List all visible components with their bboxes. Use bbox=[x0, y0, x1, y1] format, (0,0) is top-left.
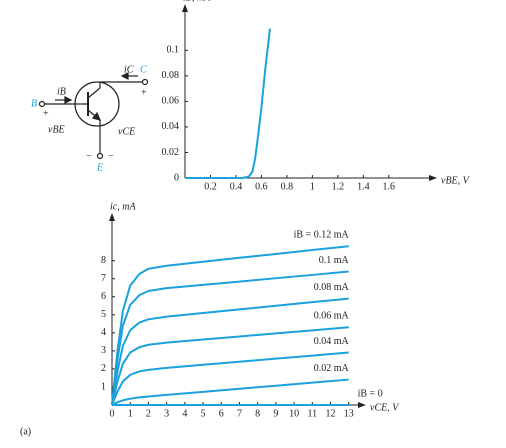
y-tick-label: 6 bbox=[101, 291, 106, 302]
curve bbox=[185, 28, 271, 179]
x-axis-arrow bbox=[429, 175, 437, 181]
y-tick-label: 0.1 bbox=[167, 45, 180, 56]
y-axis-arrow bbox=[109, 213, 115, 221]
y-tick-label: 5 bbox=[101, 309, 106, 320]
ic-arrowhead bbox=[120, 72, 129, 80]
curve bbox=[111, 297, 349, 406]
curve bbox=[111, 351, 349, 406]
curve bbox=[111, 378, 349, 406]
y-tick-label: 1 bbox=[101, 381, 106, 392]
x-tick-label: 3 bbox=[164, 408, 169, 419]
curve-label: iB = 0 bbox=[358, 388, 383, 399]
x-axis-label: vCE, V bbox=[370, 402, 400, 413]
collector-label: C bbox=[140, 64, 147, 75]
collector-terminal bbox=[141, 78, 149, 86]
x-tick-label: 8 bbox=[255, 408, 260, 419]
curve bbox=[111, 245, 349, 406]
collector-lead bbox=[87, 87, 101, 99]
base-terminal bbox=[38, 100, 46, 108]
x-tick-label: 0.6 bbox=[255, 181, 268, 192]
x-tick-label: 4 bbox=[182, 408, 187, 419]
x-tick-label: 2 bbox=[146, 408, 151, 419]
plus-sign: + bbox=[43, 108, 49, 119]
x-tick-label: 1.4 bbox=[357, 181, 370, 192]
x-tick-label: 1 bbox=[128, 408, 133, 419]
y-tick-label: 7 bbox=[101, 273, 106, 284]
ib-label: iB bbox=[57, 86, 66, 97]
ib-arrowhead bbox=[64, 96, 73, 104]
x-axis-label: vBE, V bbox=[441, 175, 471, 186]
vce-label: vCE bbox=[118, 126, 135, 137]
x-tick-label: 0 bbox=[110, 408, 115, 419]
ic-label: iC bbox=[124, 64, 134, 75]
x-tick-label: 0.2 bbox=[204, 181, 217, 192]
y-tick-label: 0.02 bbox=[162, 147, 180, 158]
x-tick-label: 11 bbox=[307, 408, 317, 419]
curve-label: 0.02 mA bbox=[314, 363, 350, 374]
emitter-label: E bbox=[96, 162, 103, 173]
curve-label: 0.08 mA bbox=[314, 282, 350, 293]
circuit bbox=[38, 72, 149, 160]
y-tick-label: 4 bbox=[101, 327, 106, 338]
y-tick-label: 0 bbox=[174, 172, 179, 183]
y-tick-label: 0.08 bbox=[162, 70, 180, 81]
emitter-terminal bbox=[96, 152, 104, 160]
x-tick-label: 13 bbox=[344, 408, 354, 419]
x-tick-label: 1.2 bbox=[332, 181, 345, 192]
x-tick-label: 1 bbox=[310, 181, 315, 192]
curve-label: 0.04 mA bbox=[314, 336, 350, 347]
x-axis-arrow bbox=[358, 402, 366, 408]
base-label: B bbox=[31, 98, 37, 109]
x-tick-label: 0.4 bbox=[230, 181, 243, 192]
y-tick-label: 0.06 bbox=[162, 96, 180, 107]
x-tick-label: 6 bbox=[219, 408, 224, 419]
curve bbox=[111, 326, 349, 406]
y-tick-label: 2 bbox=[101, 363, 106, 374]
x-tick-label: 10 bbox=[289, 408, 299, 419]
y-axis-label: iB, mA bbox=[183, 0, 211, 3]
y-tick-label: 0.04 bbox=[162, 121, 180, 132]
y-axis-label: ic, mA bbox=[110, 201, 136, 212]
emitter-arrow bbox=[91, 111, 102, 121]
vbe-label: vBE bbox=[48, 124, 65, 135]
x-tick-label: 1.6 bbox=[383, 181, 396, 192]
x-tick-label: 5 bbox=[201, 408, 206, 419]
minus-sign: − bbox=[108, 150, 114, 161]
x-tick-label: 9 bbox=[273, 408, 278, 419]
x-tick-label: 12 bbox=[326, 408, 336, 419]
minus-sign: − bbox=[86, 150, 92, 161]
plus-sign: + bbox=[141, 87, 147, 98]
x-tick-label: 7 bbox=[237, 408, 242, 419]
curve-label: iB = 0.12 mA bbox=[294, 230, 350, 241]
figure-label: (a) bbox=[20, 426, 31, 437]
y-tick-label: 8 bbox=[101, 255, 106, 266]
y-axis-arrow bbox=[182, 4, 188, 12]
curve bbox=[111, 270, 349, 406]
curve-label: 0.06 mA bbox=[314, 311, 350, 322]
y-tick-label: 3 bbox=[101, 345, 106, 356]
x-tick-label: 0.8 bbox=[281, 181, 294, 192]
curve-label: 0.1 mA bbox=[319, 255, 350, 266]
